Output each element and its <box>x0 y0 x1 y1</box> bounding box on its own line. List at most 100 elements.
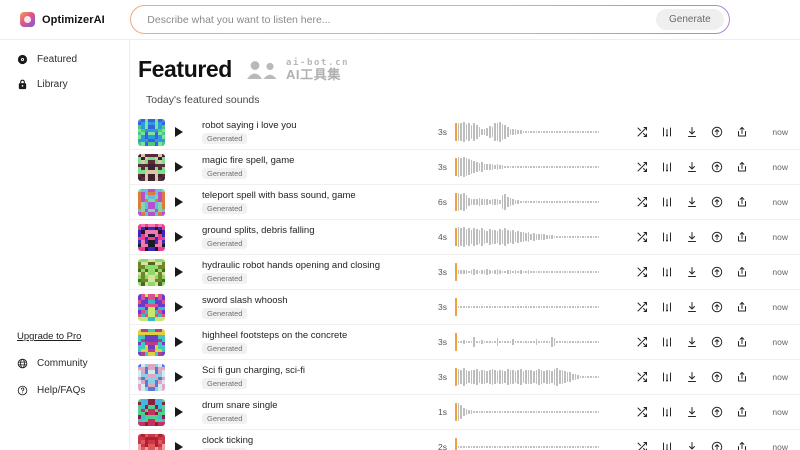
share-icon[interactable] <box>736 301 748 313</box>
track-row[interactable]: clock tickingGenerated 2s now <box>130 430 800 450</box>
waveform[interactable] <box>455 121 620 143</box>
share-icon[interactable] <box>736 336 748 348</box>
mixer-icon[interactable] <box>661 301 673 313</box>
play-icon[interactable] <box>165 407 193 417</box>
status-badge: Generated <box>202 237 248 250</box>
track-row[interactable]: Sci fi gun charging, sci-fi Generated 3s no… <box>130 360 800 395</box>
track-title: magic fire spell, game <box>202 154 295 166</box>
track-meta: robot saying i love you Generated <box>193 120 421 145</box>
play-icon[interactable] <box>165 162 193 172</box>
download-icon[interactable] <box>686 126 698 138</box>
play-icon[interactable] <box>165 372 193 382</box>
generate-button[interactable]: Generate <box>656 9 724 30</box>
upload-circle-icon[interactable] <box>711 196 723 208</box>
shuffle-icon[interactable] <box>636 161 648 173</box>
upload-circle-icon[interactable] <box>711 371 723 383</box>
waveform[interactable] <box>455 156 620 178</box>
track-row[interactable]: highheel footsteps on the concrete Genera… <box>130 325 800 360</box>
watermark-title: AI工具集 <box>285 66 341 82</box>
download-icon[interactable] <box>686 196 698 208</box>
upload-circle-icon[interactable] <box>711 231 723 243</box>
waveform[interactable] <box>455 401 620 423</box>
waveform[interactable] <box>455 226 620 248</box>
mixer-icon[interactable] <box>661 196 673 208</box>
download-icon[interactable] <box>686 301 698 313</box>
mixer-icon[interactable] <box>661 371 673 383</box>
download-icon[interactable] <box>686 371 698 383</box>
track-row[interactable]: robot saying i love you Generated 3s now <box>130 115 800 150</box>
sidebar-item-featured[interactable]: Featured <box>0 54 129 65</box>
track-row[interactable]: teleport spell with bass sound, game Gene… <box>130 185 800 220</box>
waveform[interactable] <box>455 366 620 388</box>
play-icon[interactable] <box>165 197 193 207</box>
search-input[interactable] <box>147 6 656 33</box>
download-icon[interactable] <box>686 336 698 348</box>
track-title: hydraulic robot hands opening and closin… <box>202 259 380 271</box>
download-icon[interactable] <box>686 266 698 278</box>
shuffle-icon[interactable] <box>636 301 648 313</box>
sidebar-item-community[interactable]: Community <box>0 358 129 369</box>
upload-circle-icon[interactable] <box>711 126 723 138</box>
waveform[interactable] <box>455 191 620 213</box>
upgrade-to-pro-link[interactable]: Upgrade to Pro <box>17 331 82 342</box>
shuffle-icon[interactable] <box>636 336 648 348</box>
shuffle-icon[interactable] <box>636 231 648 243</box>
mixer-icon[interactable] <box>661 161 673 173</box>
mixer-icon[interactable] <box>661 441 673 450</box>
mixer-icon[interactable] <box>661 126 673 138</box>
play-icon[interactable] <box>165 232 193 242</box>
track-timestamp: now <box>772 197 788 207</box>
shuffle-icon[interactable] <box>636 196 648 208</box>
mixer-icon[interactable] <box>661 266 673 278</box>
upload-circle-icon[interactable] <box>711 406 723 418</box>
upload-circle-icon[interactable] <box>711 441 723 450</box>
upload-circle-icon[interactable] <box>711 301 723 313</box>
download-icon[interactable] <box>686 406 698 418</box>
upload-circle-icon[interactable] <box>711 161 723 173</box>
share-icon[interactable] <box>736 196 748 208</box>
waveform[interactable] <box>455 331 620 353</box>
brand[interactable]: OptimizerAI <box>0 12 130 27</box>
track-row[interactable]: magic fire spell, game Generated 3s now <box>130 150 800 185</box>
shuffle-icon[interactable] <box>636 266 648 278</box>
featured-disc-icon <box>17 54 28 65</box>
play-icon[interactable] <box>165 127 193 137</box>
shuffle-icon[interactable] <box>636 441 648 450</box>
waveform[interactable] <box>455 296 620 318</box>
sidebar-item-label: Community <box>37 358 88 369</box>
waveform[interactable] <box>455 261 620 283</box>
sidebar-item-help-faqs[interactable]: Help/FAQs <box>0 385 129 396</box>
upload-circle-icon[interactable] <box>711 266 723 278</box>
shuffle-icon[interactable] <box>636 126 648 138</box>
share-icon[interactable] <box>736 371 748 383</box>
track-row[interactable]: drum snare single Generated 1s now <box>130 395 800 430</box>
play-icon[interactable] <box>165 267 193 277</box>
track-row[interactable]: ground splits, debris falling Generated 4s… <box>130 220 800 255</box>
waveform[interactable] <box>455 436 620 450</box>
sidebar-item-library[interactable]: Library <box>0 79 129 90</box>
share-icon[interactable] <box>736 441 748 450</box>
track-row[interactable]: sword slash whoosh Generated 3s now <box>130 290 800 325</box>
shuffle-icon[interactable] <box>636 406 648 418</box>
play-icon[interactable] <box>165 337 193 347</box>
sidebar: Featured Library Upgrade to Pro Communit… <box>0 40 130 450</box>
download-icon[interactable] <box>686 161 698 173</box>
track-row[interactable]: hydraulic robot hands opening and closin… <box>130 255 800 290</box>
share-icon[interactable] <box>736 406 748 418</box>
upload-circle-icon[interactable] <box>711 336 723 348</box>
share-icon[interactable] <box>736 231 748 243</box>
mixer-icon[interactable] <box>661 406 673 418</box>
download-icon[interactable] <box>686 441 698 450</box>
download-icon[interactable] <box>686 231 698 243</box>
mixer-icon[interactable] <box>661 336 673 348</box>
play-icon[interactable] <box>165 442 193 450</box>
track-title: drum snare single <box>202 399 278 411</box>
search-bar[interactable]: Generate <box>130 5 730 34</box>
share-icon[interactable] <box>736 266 748 278</box>
share-icon[interactable] <box>736 126 748 138</box>
play-icon[interactable] <box>165 302 193 312</box>
mixer-icon[interactable] <box>661 231 673 243</box>
share-icon[interactable] <box>736 161 748 173</box>
track-meta: drum snare single Generated <box>193 400 421 425</box>
shuffle-icon[interactable] <box>636 371 648 383</box>
